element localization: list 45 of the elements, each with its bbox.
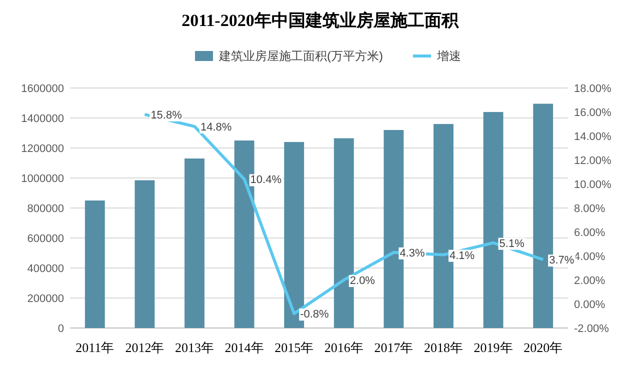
y2-tick-label: 0.00% (574, 299, 606, 311)
x-tick-label: 2015年 (274, 340, 314, 355)
y-tick-label: 800000 (27, 203, 64, 215)
data-label: 5.1% (499, 238, 525, 250)
data-label: 4.3% (400, 247, 425, 260)
y-tick-label: 1200000 (21, 143, 64, 155)
y2-tick-label: 8.00% (574, 203, 606, 215)
data-label: 4.1% (450, 250, 475, 262)
data-label: 14.8% (200, 121, 232, 134)
x-tick-label: 2017年 (374, 340, 414, 355)
y-tick-label: 200000 (27, 293, 64, 305)
legend-label: 增速 (436, 49, 461, 63)
y-tick-label: 600000 (27, 233, 64, 245)
y2-tick-label: 2.00% (574, 275, 606, 287)
data-label: 3.7% (549, 254, 574, 267)
y-tick-label: 1400000 (21, 113, 64, 125)
bar (184, 158, 204, 328)
y-tick-label: 400000 (27, 263, 64, 275)
data-label: 10.4% (250, 174, 282, 186)
x-tick-label: 2018年 (424, 340, 463, 355)
y2-tick-label: 12.00% (574, 155, 612, 167)
legend-label: 建筑业房屋施工面积(万平方米) (218, 49, 383, 63)
x-tick-label: 2011年 (76, 340, 114, 355)
x-tick-label: 2014年 (224, 340, 264, 355)
x-tick-label: 2012年 (125, 340, 164, 355)
bar (84, 200, 105, 328)
y2-tick-label: 16.00% (574, 107, 612, 119)
x-tick-label: 2019年 (474, 340, 513, 355)
y-tick-label: 1000000 (21, 173, 64, 185)
data-label: 15.8% (150, 109, 182, 122)
y2-tick-label: 18.00% (574, 83, 612, 95)
y2-tick-label: -2.00% (574, 323, 610, 335)
data-label: -0.8% (300, 308, 330, 321)
data-label: 2.0% (350, 275, 376, 287)
x-tick-label: 2020年 (524, 340, 563, 355)
y2-tick-label: 10.00% (574, 179, 612, 191)
y2-tick-label: 6.00% (574, 227, 606, 239)
y2-tick-label: 14.00% (574, 131, 612, 143)
x-tick-label: 2016年 (324, 340, 364, 355)
y-tick-label: 0 (58, 323, 64, 335)
x-tick-label: 2013年 (175, 340, 214, 355)
bar (134, 180, 155, 328)
chart-title: 2011-2020年中国建筑业房屋施工面积 (182, 11, 460, 30)
y-tick-label: 1600000 (21, 83, 64, 95)
y2-tick-label: 4.00% (574, 251, 606, 263)
